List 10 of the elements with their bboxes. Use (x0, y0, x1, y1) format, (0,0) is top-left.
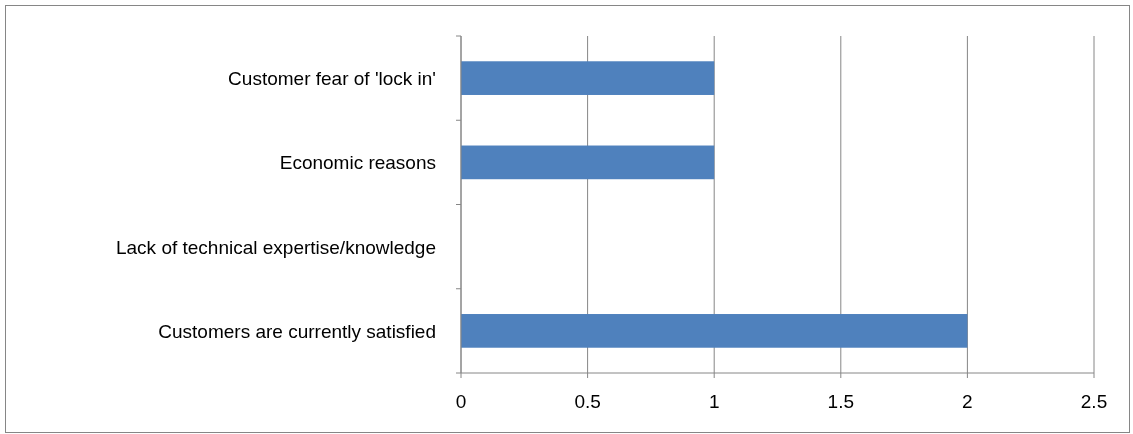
y-tick-label: Customers are currently satisfied (158, 320, 436, 342)
y-tick-label: Customer fear of 'lock in' (228, 68, 436, 90)
x-tick-label: 0.5 (574, 391, 601, 412)
x-tick-label: 0 (455, 391, 467, 412)
x-tick-label: 1 (708, 391, 720, 412)
x-tick-label: 2.5 (1080, 391, 1108, 412)
y-tick-label: Economic reasons (279, 152, 436, 174)
x-tick-label: 1.5 (827, 391, 855, 412)
x-tick-label: 2 (962, 391, 973, 412)
y-tick-label: Lack of technical expertise/knowledge (115, 236, 436, 258)
